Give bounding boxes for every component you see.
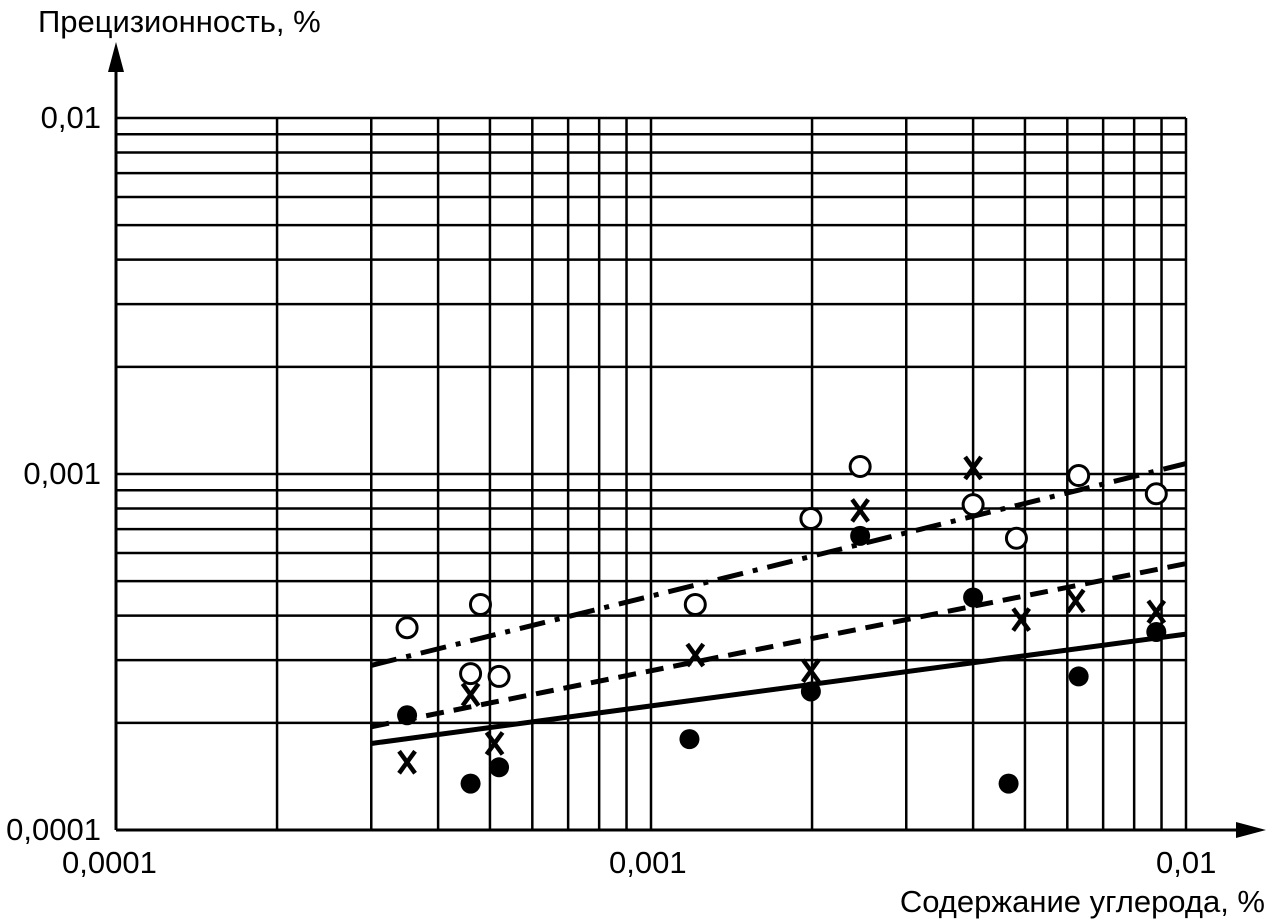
x-axis-arrow: [1236, 822, 1266, 838]
data-point-cross: [397, 749, 417, 775]
data-point-open-circle: [961, 493, 985, 517]
y-tick-label-bottom: 0,0001: [6, 812, 101, 847]
chart-axes: [108, 42, 1266, 838]
data-point-open-circle: [1004, 526, 1028, 550]
data-point-filled-circle: [998, 773, 1019, 794]
x-tick-label-mid: 0,001: [609, 845, 687, 880]
data-point-open-circle: [395, 616, 419, 640]
data-point-open-circle: [459, 662, 483, 686]
y-axis-arrow: [108, 42, 124, 72]
data-point-cross: [1011, 607, 1032, 632]
data-point-open-circle: [799, 506, 823, 530]
trend-line-dash-dot: [370, 461, 1187, 668]
trend-line-solid: [370, 631, 1187, 746]
data-point-filled-circle: [963, 587, 984, 608]
trend-line-dashed: [370, 561, 1187, 730]
data-point-cross: [484, 731, 505, 756]
chart-grid: [114, 116, 1188, 832]
data-point-open-circle: [487, 664, 511, 688]
data-point-cross: [801, 658, 821, 684]
data-point-filled-circle: [1146, 621, 1167, 642]
x-tick-label-right: 0,01: [1156, 845, 1217, 880]
data-point-cross: [1065, 588, 1086, 614]
data-point-open-circle: [468, 592, 492, 616]
y-tick-label-top: 0,01: [40, 100, 101, 135]
cross-stroke: [850, 498, 870, 523]
data-point-open-circle: [683, 592, 707, 616]
data-point-filled-circle: [460, 773, 481, 794]
data-point-filled-circle: [800, 681, 821, 702]
cross-stroke: [1011, 607, 1032, 632]
cross-stroke: [685, 642, 706, 668]
x-axis-label: Содержание углерода, %: [899, 884, 1265, 919]
data-point-open-circle: [1067, 464, 1091, 488]
data-point-cross: [685, 642, 706, 668]
cross-stroke: [963, 455, 983, 481]
cross-stroke: [801, 658, 821, 684]
y-tick-label-mid: 0,001: [23, 456, 101, 491]
data-point-open-circle: [848, 454, 872, 478]
x-tick-label-left: 0,0001: [62, 845, 157, 880]
data-point-filled-circle: [850, 525, 871, 546]
cross-stroke: [484, 731, 505, 756]
cross-stroke: [460, 682, 481, 707]
trend-lines: [370, 461, 1187, 746]
data-point-filled-circle: [679, 729, 700, 750]
data-point-filled-circle: [1068, 666, 1089, 687]
data-point-cross: [963, 455, 983, 481]
cross-stroke: [397, 749, 417, 775]
y-axis-label: Прецизионность, %: [38, 4, 321, 39]
data-point-open-circle: [1144, 482, 1168, 506]
data-point-filled-circle: [489, 757, 510, 778]
data-point-cross: [1146, 599, 1167, 625]
cross-stroke: [1146, 599, 1167, 625]
data-point-filled-circle: [397, 705, 418, 726]
cross-stroke: [1065, 588, 1086, 614]
data-point-cross: [850, 498, 870, 523]
data-points: [395, 454, 1168, 794]
data-point-cross: [460, 682, 481, 707]
